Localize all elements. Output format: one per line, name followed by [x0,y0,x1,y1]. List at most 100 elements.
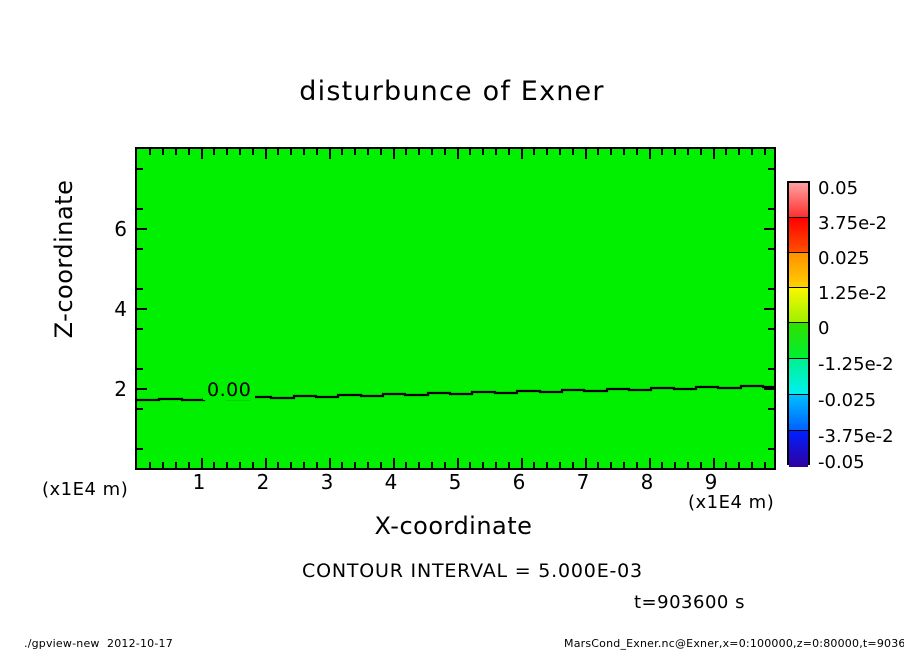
x-minor-tick-top [354,149,356,155]
y-minor-tick [137,368,143,370]
x-major-tick [649,458,651,468]
colorbar-label-7: -3.75e-2 [818,426,894,447]
x-major-tick-top [265,149,267,159]
x-major-tick-top [329,149,331,159]
x-minor-tick-top [277,149,279,155]
x-minor-tick-top [610,149,612,155]
x-minor-tick [277,462,279,468]
y-minor-tick [137,408,143,410]
x-tick-label-4: 4 [384,470,398,494]
y-tick-label-2: 2 [114,377,127,401]
x-tick-label-1: 1 [192,470,206,494]
y-axis-title: Z-coordinate [50,179,78,339]
x-minor-tick [508,462,510,468]
y-minor-tick-right [768,448,774,450]
x-major-tick-top [201,149,203,159]
x-minor-tick-top [149,149,151,155]
x-minor-tick [661,462,663,468]
y-major-tick [137,228,147,230]
x-minor-tick [188,462,190,468]
x-major-tick [521,458,523,468]
colorbar-label-5: -1.25e-2 [818,354,894,375]
x-tick-label-7: 7 [576,470,590,494]
x-minor-tick-top [405,149,407,155]
x-major-tick-top [521,149,523,159]
colorbar-label-3: 1.25e-2 [818,283,888,304]
x-minor-tick-top [341,149,343,155]
x-minor-tick [636,462,638,468]
x-minor-tick-top [316,149,318,155]
x-minor-tick [687,462,689,468]
y-minor-tick-right [768,368,774,370]
x-minor-tick [623,462,625,468]
x-minor-tick [431,462,433,468]
y-minor-tick-right [768,288,774,290]
x-minor-tick [405,462,407,468]
contour-line-svg [137,384,774,402]
x-minor-tick [303,462,305,468]
page-title: disturbunce of Exner [299,76,605,107]
x-minor-tick-top [674,149,676,155]
x-tick-label-5: 5 [448,470,462,494]
colorbar-band-6 [789,395,808,431]
colorbar-band-4 [789,323,808,359]
x-minor-tick [316,462,318,468]
x-major-tick [585,458,587,468]
x-minor-tick-top [559,149,561,155]
x-minor-tick-top [226,149,228,155]
x-axis-title: X-coordinate [374,512,533,540]
x-tick-label-6: 6 [512,470,526,494]
x-minor-tick-top [751,149,753,155]
x-minor-tick-top [738,149,740,155]
x-major-tick-top [713,149,715,159]
x-minor-tick-top [431,149,433,155]
x-minor-tick-top [188,149,190,155]
x-major-tick-top [585,149,587,159]
x-major-tick [265,458,267,468]
y-major-tick-right [764,228,774,230]
x-minor-tick [674,462,676,468]
x-minor-tick [533,462,535,468]
x-minor-tick [572,462,574,468]
x-minor-tick-top [533,149,535,155]
x-minor-tick-top [572,149,574,155]
y-tick-label-4: 4 [114,297,127,321]
x-major-tick [713,458,715,468]
x-axis-unit-label: (x1E4 m) [688,492,775,513]
z-axis-unit-label: (x1E4 m) [42,479,129,500]
x-minor-tick-top [623,149,625,155]
x-minor-tick-top [252,149,254,155]
x-tick-label-8: 8 [640,470,654,494]
x-minor-tick [738,462,740,468]
colorbar-band-2 [789,253,808,288]
x-minor-tick-top [162,149,164,155]
x-minor-tick [482,462,484,468]
y-major-tick [137,388,147,390]
x-minor-tick [380,462,382,468]
y-minor-tick-right [768,408,774,410]
colorbar-label-0: 0.05 [818,178,859,199]
y-minor-tick [137,208,143,210]
x-minor-tick [162,462,164,468]
colorbar-band-7 [789,431,808,467]
x-minor-tick-top [636,149,638,155]
x-tick-label-2: 2 [256,470,270,494]
x-minor-tick [725,462,727,468]
y-minor-tick [137,288,143,290]
x-minor-tick [252,462,254,468]
y-minor-tick-right [768,168,774,170]
x-major-tick [329,458,331,468]
x-minor-tick [495,462,497,468]
y-minor-tick [137,448,143,450]
contour-interval-text: CONTOUR INTERVAL = 5.000E-03 [302,560,643,582]
x-minor-tick-top [546,149,548,155]
plot-area [135,147,776,470]
x-minor-tick [149,462,151,468]
x-minor-tick [226,462,228,468]
x-minor-tick [700,462,702,468]
x-minor-tick [469,462,471,468]
y-tick-label-6: 6 [114,217,127,241]
colorbar-band-1 [789,218,808,253]
contour-level-label: 0.00 [203,380,256,400]
